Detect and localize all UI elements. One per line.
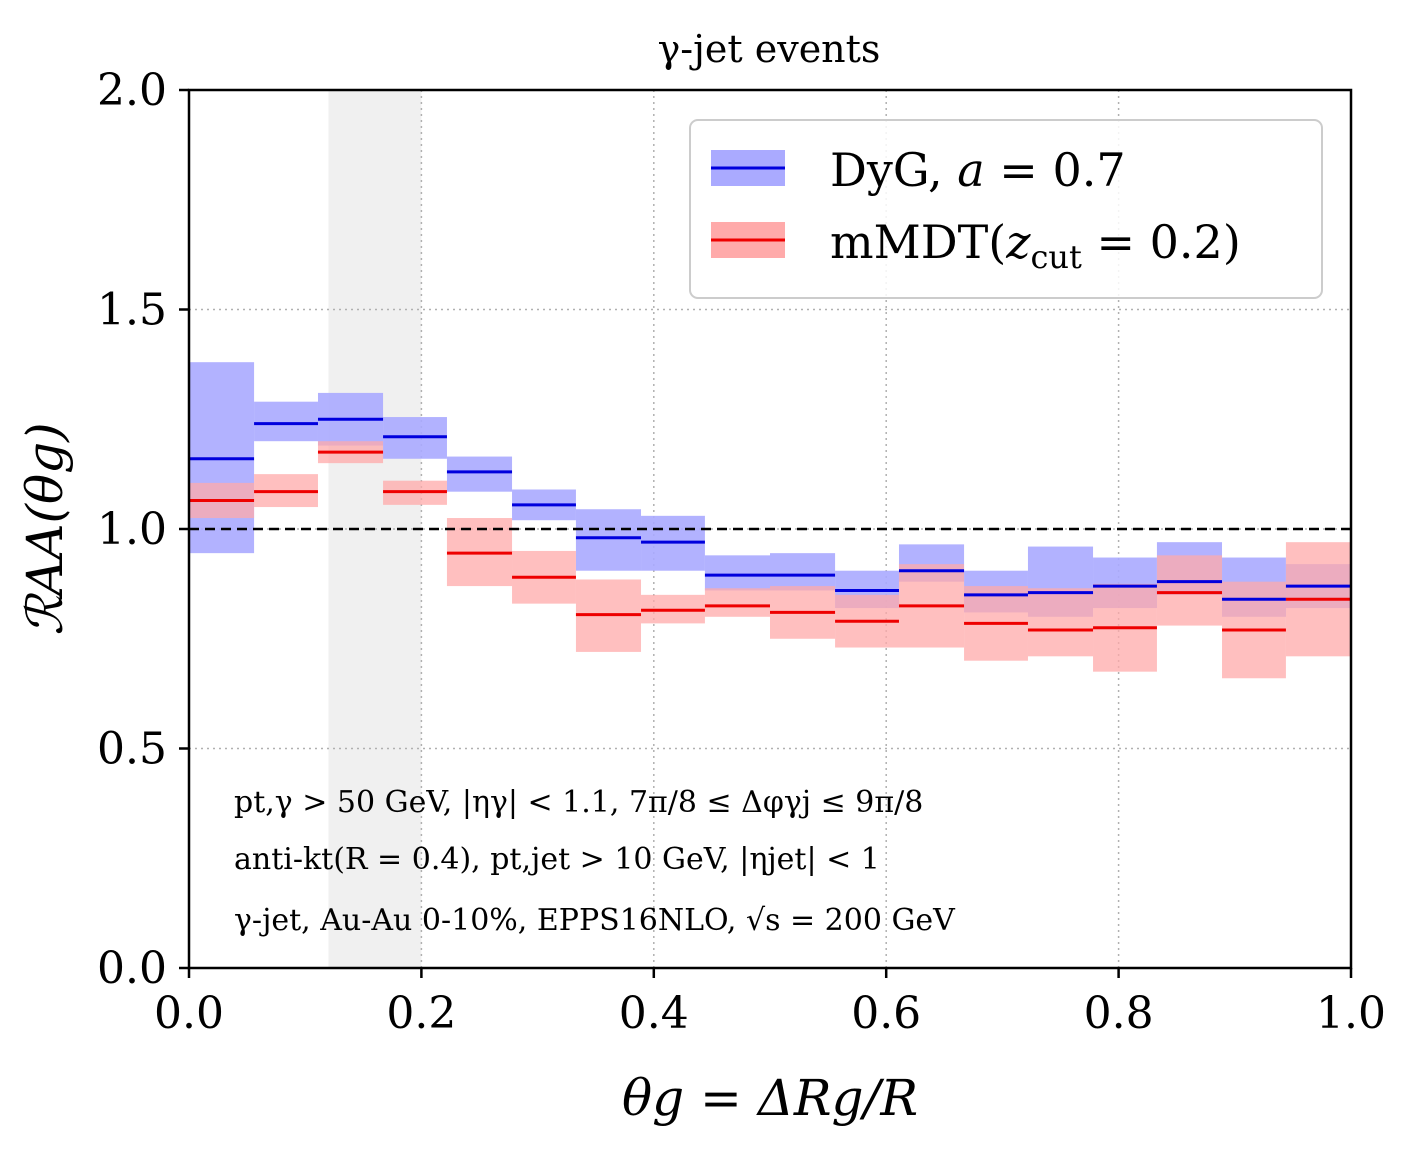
x-tick-label-1: 0.2 [386, 988, 456, 1039]
line-layer [189, 417, 1351, 632]
x-tick-label-0: 0.0 [154, 988, 224, 1039]
x-tick-label-3: 0.6 [851, 988, 921, 1039]
annotation-system: γ-jet, Au-Au 0-10%, EPPS16NLO, √s = 200 … [234, 903, 956, 938]
y-tick-label-2: 1.0 [97, 504, 167, 555]
band-mmdt-bin-8 [704, 588, 770, 617]
legend: DyG, a = 0.7 mMDT(zcut = 0.2) [689, 119, 1323, 299]
band-dyg-bin-9 [770, 553, 836, 591]
band-dyg-bin-8 [704, 555, 770, 591]
band-dyg-bin-1 [254, 401, 318, 442]
y-tick-label-1: 0.5 [97, 724, 167, 775]
x-tick-label-4: 0.8 [1084, 988, 1154, 1039]
band-dyg-bin-6 [575, 509, 642, 571]
y-tick-label-4: 2.0 [97, 65, 167, 116]
chart-title: γ-jet events [658, 27, 881, 71]
legend-dyg-label: DyG, a = 0.7 [830, 143, 1126, 197]
band-dyg-bin-4 [446, 456, 513, 492]
annotation-cuts: pt,γ > 50 GeV, |ηγ| < 1.1, 7π/8 ≤ Δφγj ≤… [234, 785, 923, 820]
tick-layer: 0.0 0.2 0.4 0.6 0.8 1.0 0.0 0.5 1.0 1.5 2.0 [97, 65, 1386, 1039]
band-mmdt-bin-15 [1156, 555, 1223, 626]
legend-mmdt-label: mMDT(zcut = 0.2) [830, 215, 1241, 276]
y-tick-label-0: 0.0 [97, 943, 167, 994]
x-tick-label-2: 0.4 [619, 988, 689, 1039]
band-mmdt-bin-13 [1027, 588, 1094, 657]
legend-box [689, 119, 1323, 299]
y-axis-label: ℛAA(θg) [16, 422, 74, 635]
annotation-jet-def: anti-kt(R = 0.4), pt,jet > 10 GeV, |ηjet… [234, 842, 880, 877]
y-tick-label-3: 1.5 [97, 285, 167, 336]
x-axis-label: θg = ΔRg/R [622, 1069, 918, 1127]
x-tick-label-5: 1.0 [1316, 988, 1386, 1039]
